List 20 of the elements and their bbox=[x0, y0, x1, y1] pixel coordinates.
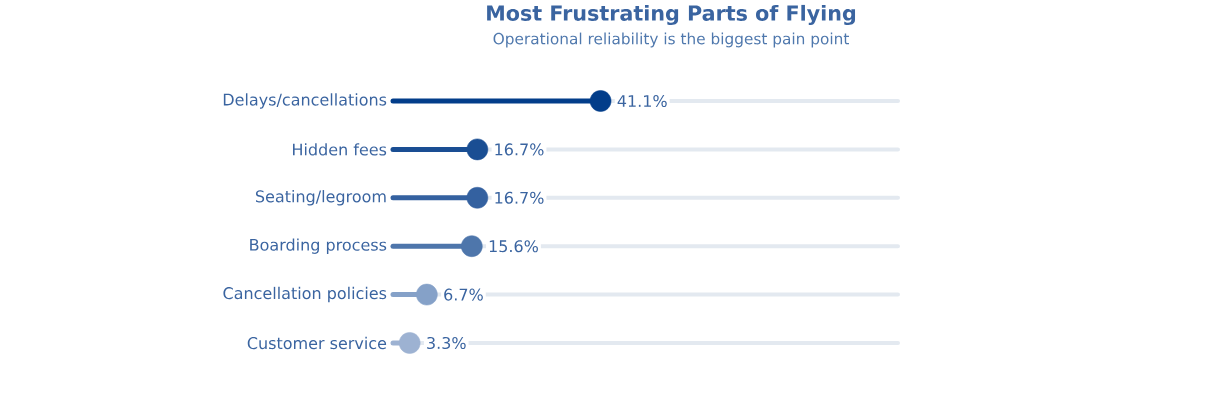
y-tick-label: Boarding process bbox=[250, 238, 387, 254]
y-tick-label: Hidden fees bbox=[293, 143, 387, 156]
point bbox=[589, 90, 612, 112]
data-label: 3.3% bbox=[427, 336, 466, 350]
y-tick-label: Delays/cancellations bbox=[223, 93, 387, 109]
data-label: 15.6% bbox=[489, 240, 538, 253]
point bbox=[466, 138, 489, 161]
data-label: 16.7% bbox=[495, 191, 544, 204]
point bbox=[466, 187, 489, 209]
data-label: 6.7% bbox=[444, 288, 483, 301]
y-tick-label: Customer service bbox=[247, 336, 387, 350]
y-tick-label: Cancellation policies bbox=[223, 286, 387, 303]
point bbox=[398, 332, 421, 354]
chart-title: Most Frustrating Parts of Flying bbox=[487, 4, 856, 26]
data-label: 41.1% bbox=[617, 94, 667, 108]
point bbox=[461, 235, 483, 257]
point bbox=[416, 283, 438, 306]
y-tick-label: Seating/legroom bbox=[255, 190, 386, 206]
data-label: 16.7% bbox=[495, 143, 544, 156]
chart-subtitle: Operational reliability is the biggest pain point bbox=[493, 32, 850, 48]
